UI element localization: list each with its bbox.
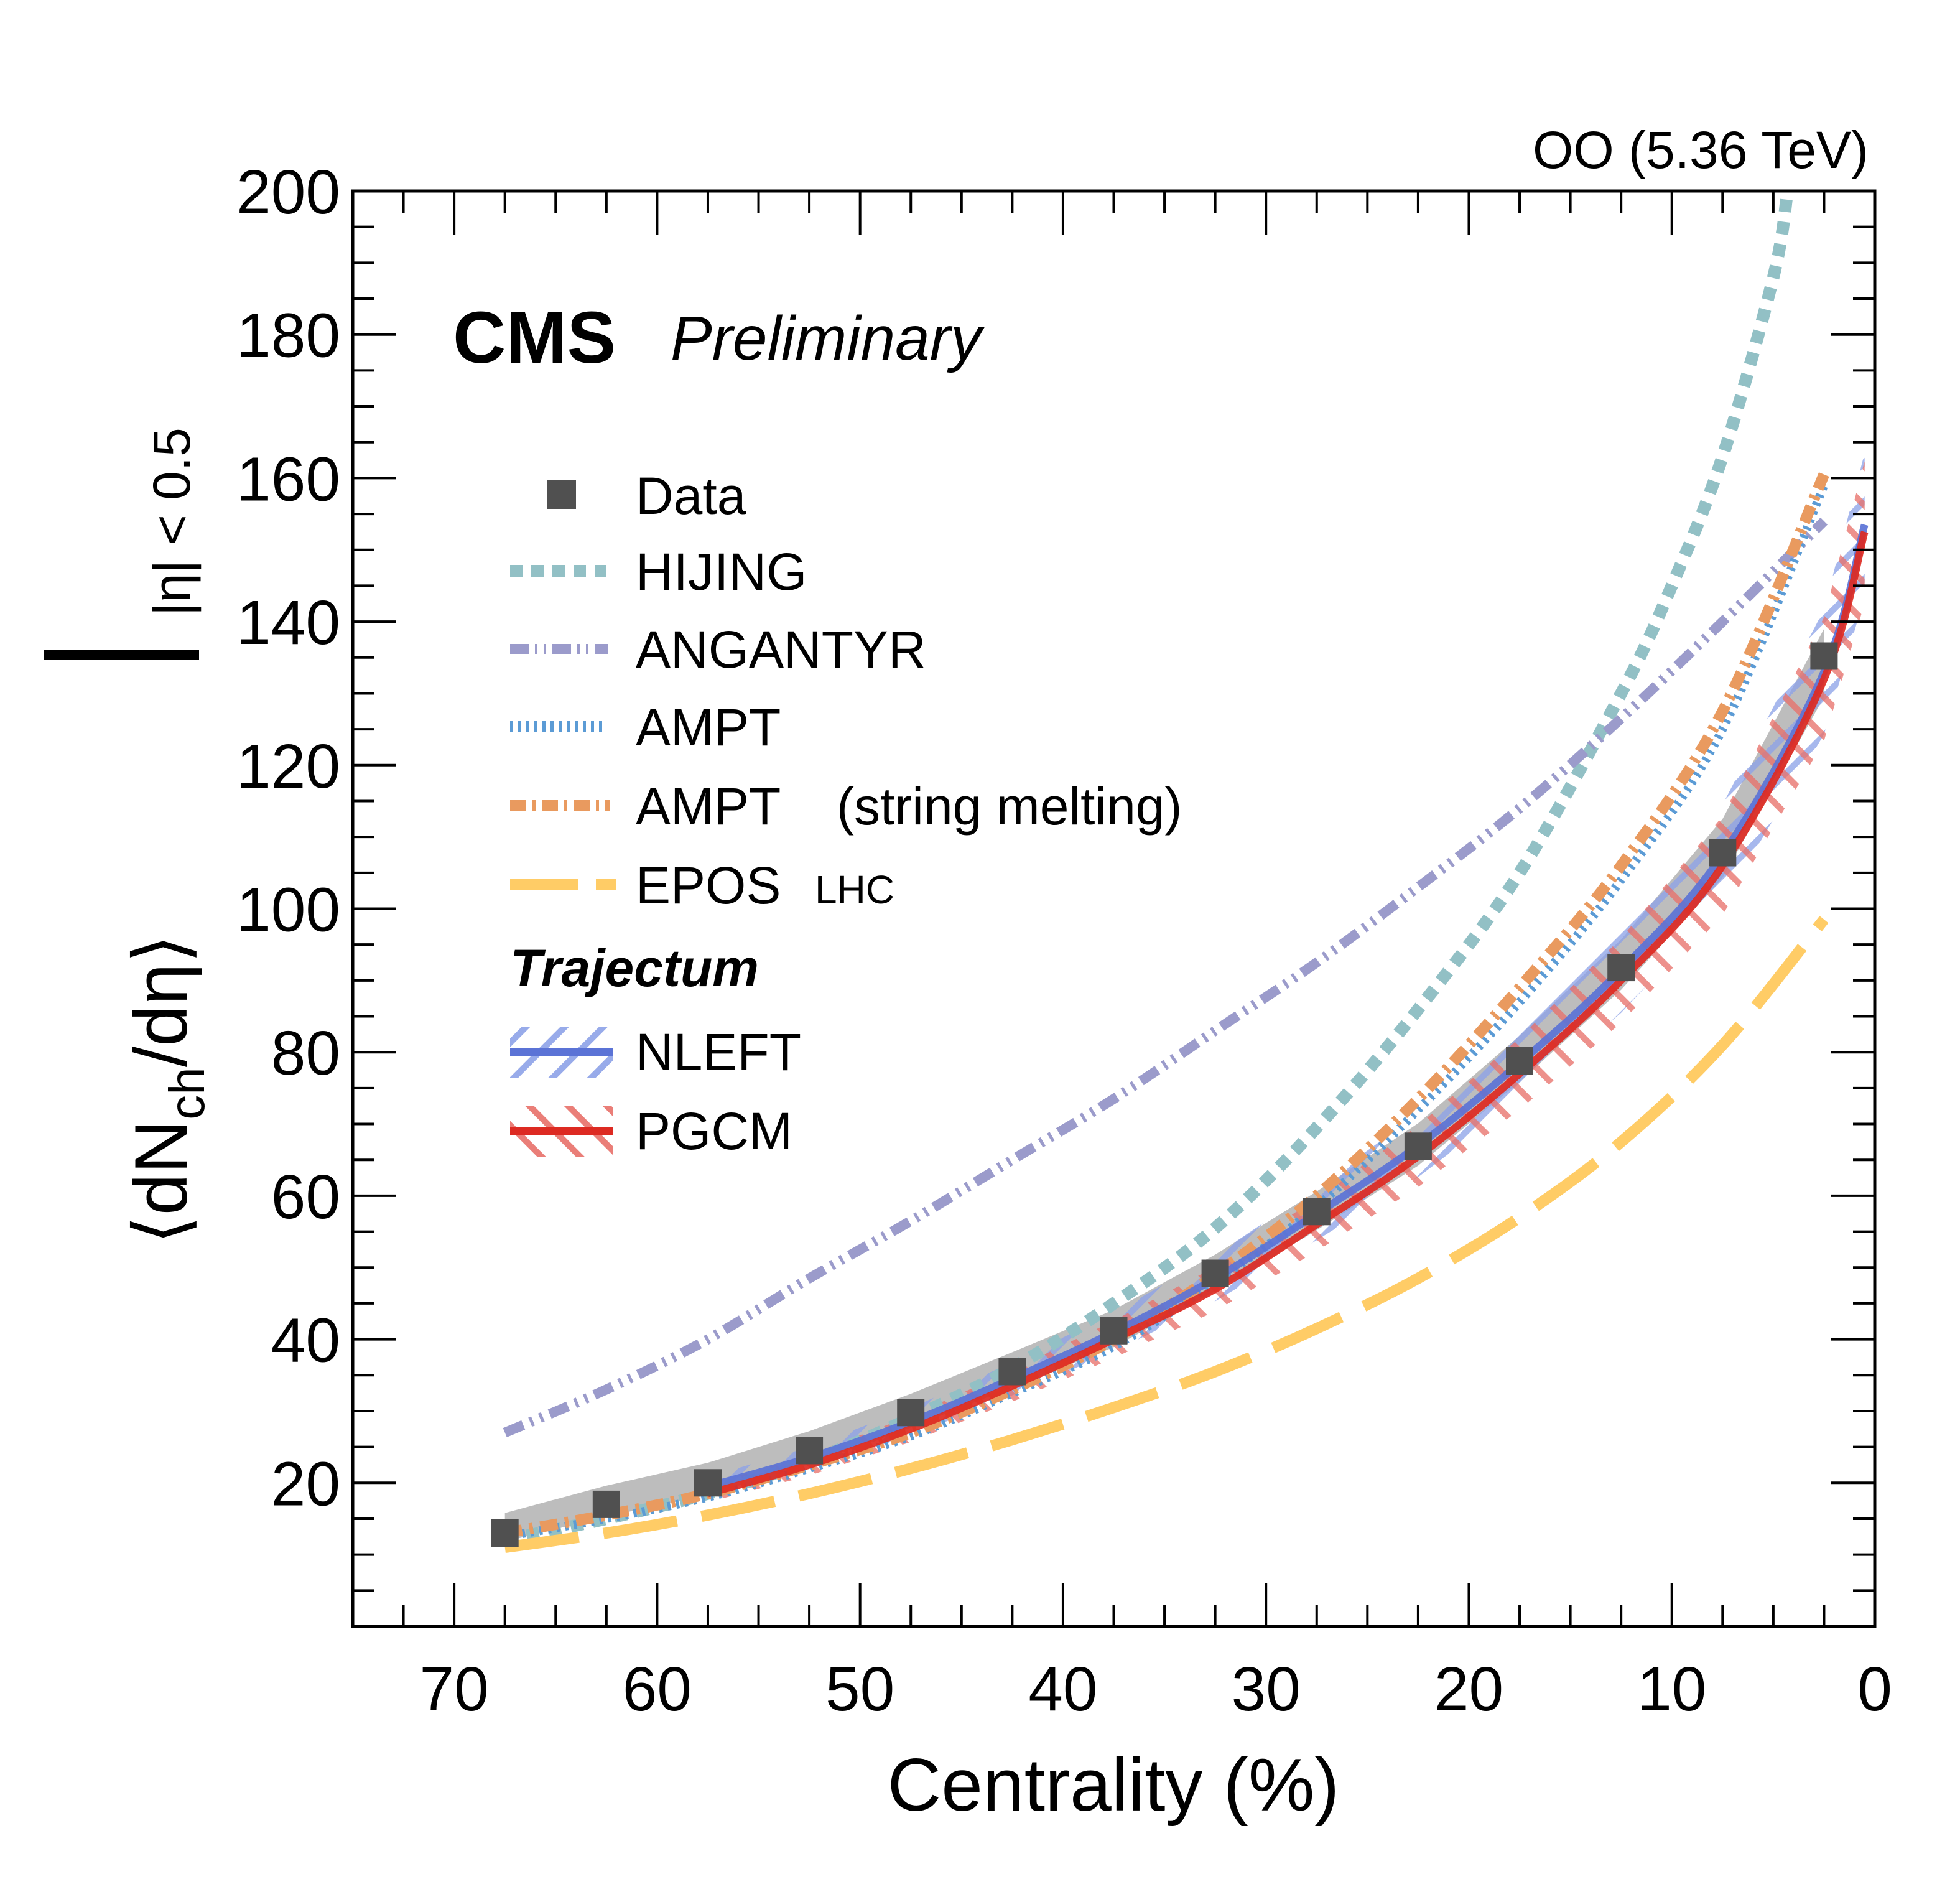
x-tick-label: 0	[1857, 1654, 1892, 1724]
pgcm-band	[708, 460, 1865, 1503]
data-point	[1607, 954, 1635, 982]
data-points	[491, 642, 1838, 1547]
epos-lhc-curve	[504, 916, 1829, 1554]
data-point	[694, 1469, 722, 1497]
axis-tick-labels: 70 60 50 40 30 20 10 02040608010012014016018020…	[236, 157, 1892, 1724]
legend: Data HIJING ANGANTYR AMPT AMPT (string m…	[510, 467, 1182, 1160]
legend-label-epos: EPOS	[636, 856, 781, 915]
y-tick-label: 80	[271, 1019, 340, 1088]
x-tick-label: 60	[623, 1654, 692, 1724]
y-tick-label: 140	[236, 588, 340, 658]
legend-item-ampt-string-melting: AMPT (string melting)	[510, 777, 1182, 836]
y-tick-label: 40	[271, 1306, 340, 1376]
legend-item-nleft: NLEFT	[510, 1023, 801, 1081]
y-tick-label: 160	[236, 444, 340, 514]
legend-header-trajectum: Trajectum	[510, 939, 759, 997]
svg-text:⟨dNch/dη⟩: ⟨dNch/dη⟩	[119, 935, 215, 1244]
data-point	[796, 1437, 824, 1465]
data-point	[1810, 642, 1838, 670]
y-tick-label: 20	[271, 1449, 340, 1519]
y-tick-label: 60	[271, 1162, 340, 1232]
data-point	[998, 1358, 1026, 1386]
y-axis-bar	[44, 650, 199, 660]
status-label: Preliminary	[671, 304, 985, 373]
data-point	[1303, 1198, 1331, 1226]
x-tick-label: 70	[420, 1654, 489, 1724]
y-tick-label: 200	[236, 157, 340, 227]
axis-ticks	[351, 190, 1876, 1628]
legend-label-ampt: AMPT	[636, 698, 781, 757]
y-tick-label: 120	[236, 732, 340, 801]
legend-label-ampt-sm: AMPT	[636, 777, 781, 836]
x-tick-label: 10	[1637, 1654, 1706, 1724]
data-marker-icon	[547, 480, 576, 509]
y-axis-condition: |η| < 0.5	[142, 427, 201, 616]
experiment-label: CMS	[453, 297, 616, 379]
data-point	[1506, 1047, 1533, 1075]
legend-label-epos-suffix: LHC	[815, 867, 894, 912]
legend-label-angantyr: ANGANTYR	[636, 620, 926, 679]
y-tick-label: 180	[236, 301, 340, 371]
y-axis-title: ⟨dNch/dη⟩ |η| < 0.5	[44, 427, 215, 1244]
data-point	[592, 1490, 620, 1518]
data-point	[491, 1519, 519, 1547]
angantyr-curve	[503, 517, 1828, 1437]
legend-item-data: Data	[547, 467, 746, 525]
energy-label: OO (5.36 TeV)	[1533, 121, 1869, 179]
legend-item-hijing: HIJING	[510, 543, 807, 601]
legend-item-ampt: AMPT	[510, 698, 781, 757]
data-point	[1404, 1132, 1432, 1160]
x-tick-label: 20	[1434, 1654, 1503, 1724]
legend-item-angantyr: ANGANTYR	[510, 620, 926, 679]
y-axis-title-rest: /dη⟩	[119, 935, 203, 1068]
legend-label-hijing: HIJING	[636, 543, 807, 601]
data-point	[897, 1399, 925, 1427]
data-uncertainty-band	[504, 628, 1824, 1542]
x-axis-title: Centrality (%)	[888, 1743, 1340, 1827]
legend-label-pgcm: PGCM	[636, 1102, 792, 1160]
x-tick-label: 40	[1028, 1654, 1097, 1724]
y-tick-label: 100	[236, 875, 340, 945]
y-axis-title-main: ⟨dN	[119, 1120, 203, 1244]
data-point	[1201, 1259, 1229, 1287]
data-point	[1709, 839, 1737, 867]
x-tick-label: 50	[825, 1654, 894, 1724]
legend-label-nleft: NLEFT	[636, 1023, 801, 1081]
y-axis-title-sub: ch	[159, 1067, 215, 1120]
legend-label-data: Data	[636, 467, 746, 525]
legend-item-epos: EPOS LHC	[510, 856, 894, 915]
x-tick-label: 30	[1232, 1654, 1301, 1724]
plot-area	[491, 191, 1869, 1554]
legend-item-pgcm: PGCM	[510, 1102, 792, 1160]
data-point	[1100, 1317, 1128, 1345]
legend-label-ampt-sm-suffix: (string melting)	[837, 777, 1182, 836]
